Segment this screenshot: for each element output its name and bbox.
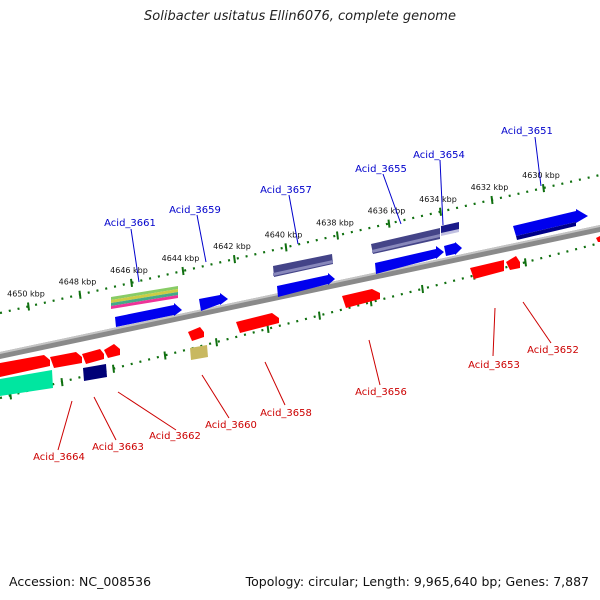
major-tick <box>233 255 236 264</box>
major-tick <box>421 284 424 294</box>
gene-bar-acid-3661-teal <box>111 292 178 306</box>
label-acid-3657[interactable]: Acid_3657 <box>260 185 312 196</box>
major-tick <box>439 207 442 216</box>
tick-label: 4648 kbp <box>59 278 97 287</box>
gene-arrow-acid-3656[interactable] <box>342 289 380 308</box>
major-tick <box>318 311 321 320</box>
tick-label: 4640 kbp <box>265 230 303 239</box>
major-tick <box>387 219 391 228</box>
gene-arrow-acid-3660[interactable] <box>188 327 204 341</box>
gene-bar-acid-3657-light <box>273 260 333 276</box>
reverse-gene-features[interactable] <box>0 236 600 396</box>
label-acid-3659[interactable]: Acid_3659 <box>169 205 221 216</box>
gene-bar-acid-3663[interactable] <box>83 364 107 381</box>
major-tick <box>490 195 494 205</box>
major-tick <box>112 364 115 373</box>
major-tick <box>336 231 339 240</box>
gene-arrow-acid-3664[interactable] <box>50 352 82 368</box>
gene-arrow-acid-3654[interactable] <box>444 242 462 256</box>
major-tick <box>78 290 82 299</box>
tick-labels: 4630 kbp 4632 kbp 4634 kbp 4636 kbp 4638 kbp… <box>7 171 560 298</box>
gene-bar-acid-3661-green <box>111 286 178 300</box>
major-tick <box>284 243 288 252</box>
gene-arrow-acid-3651-edge <box>516 222 576 240</box>
gene-bar-acid-3661-yellow <box>111 289 178 303</box>
label-acid-3656[interactable]: Acid_3656 <box>355 387 407 398</box>
genome-stats-text: Topology: circular; Length: 9,965,640 bp… <box>245 574 589 589</box>
gene-bar-acid-3661-magenta <box>111 295 178 309</box>
major-tick <box>130 278 133 287</box>
tick-label: 4636 kbp <box>368 207 406 216</box>
tick-label: 4630 kbp <box>522 171 560 180</box>
tick-label: 4650 kbp <box>7 290 45 299</box>
gene-arrow-left[interactable] <box>0 355 50 377</box>
label-acid-3662[interactable]: Acid_3662 <box>149 431 201 442</box>
gene-arrow-acid-3651[interactable] <box>513 209 588 236</box>
label-acid-3655[interactable]: Acid_3655 <box>355 164 407 175</box>
gene-bar-acid-3654-light <box>441 229 459 236</box>
tick-label: 4632 kbp <box>471 183 509 192</box>
gene-bar-teal[interactable] <box>0 370 53 396</box>
label-acid-3658[interactable]: Acid_3658 <box>260 408 312 419</box>
gene-bar-acid-3655-light <box>372 234 440 253</box>
gene-arrow-acid-3661[interactable] <box>115 303 182 327</box>
major-tick <box>27 302 30 311</box>
label-acid-3653[interactable]: Acid_3653 <box>468 360 520 371</box>
label-acid-3664[interactable]: Acid_3664 <box>33 452 85 463</box>
gene-arrow-acid-3652[interactable] <box>506 256 520 270</box>
gene-arrow-acid-3658[interactable] <box>236 313 279 333</box>
map-title: Solibacter usitatus Ellin6076, complete … <box>144 9 456 24</box>
major-tick <box>181 266 185 276</box>
major-tick <box>163 351 167 360</box>
label-acid-3663[interactable]: Acid_3663 <box>92 442 144 453</box>
tick-label: 4644 kbp <box>162 254 200 263</box>
gene-bar-acid-3660[interactable] <box>190 345 208 360</box>
label-acid-3660[interactable]: Acid_3660 <box>205 420 257 431</box>
label-acid-3652[interactable]: Acid_3652 <box>527 345 579 356</box>
label-connectors <box>57 136 552 451</box>
major-tick <box>542 183 545 193</box>
major-tick <box>60 377 64 387</box>
gene-arrow-acid-3657[interactable] <box>277 273 335 297</box>
major-tick <box>524 258 527 267</box>
major-tick <box>266 324 270 334</box>
forward-gene-features[interactable] <box>111 209 588 327</box>
tick-label: 4634 kbp <box>419 195 457 204</box>
gene-arrow-acid-3663[interactable] <box>82 349 104 364</box>
label-acid-3661[interactable]: Acid_3661 <box>104 218 156 229</box>
label-acid-3651[interactable]: Acid_3651 <box>501 126 553 137</box>
major-tick <box>215 338 218 347</box>
gene-arrow-right-edge[interactable] <box>596 236 600 242</box>
tick-label: 4646 kbp <box>110 266 148 275</box>
gene-arrow-acid-3659[interactable] <box>199 293 228 311</box>
label-acid-3654[interactable]: Acid_3654 <box>413 150 465 161</box>
tick-label: 4642 kbp <box>213 242 251 251</box>
accession-text: Accession: NC_008536 <box>9 574 152 589</box>
tick-label: 4638 kbp <box>316 218 354 227</box>
gene-arrow-acid-3653[interactable] <box>470 260 504 279</box>
gene-arrow-acid-3655[interactable] <box>375 246 444 274</box>
forward-tick-track <box>0 173 600 315</box>
major-ticks <box>9 183 545 400</box>
gene-arrow-acid-3662[interactable] <box>104 344 120 358</box>
gene-labels: Acid_3651 Acid_3654 Acid_3655 Acid_3657 … <box>33 126 579 463</box>
